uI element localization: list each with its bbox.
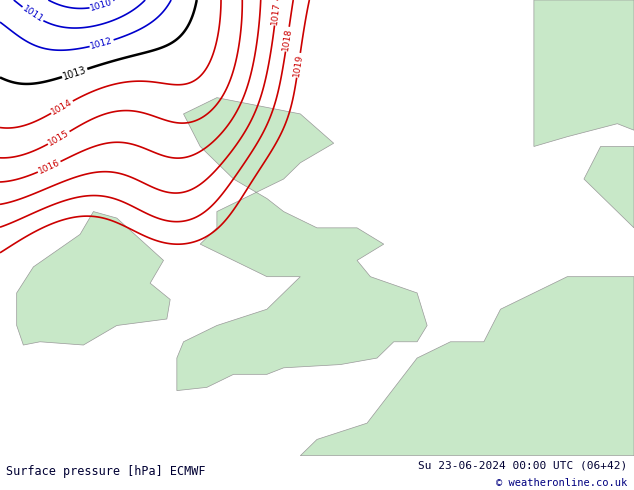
- Text: 1011: 1011: [20, 4, 44, 24]
- Text: Su 23-06-2024 00:00 UTC (06+42): Su 23-06-2024 00:00 UTC (06+42): [418, 460, 628, 470]
- Text: 1012: 1012: [89, 36, 114, 51]
- Polygon shape: [16, 212, 170, 345]
- Polygon shape: [534, 0, 634, 147]
- Polygon shape: [301, 277, 634, 456]
- Text: 1015: 1015: [46, 128, 71, 147]
- Polygon shape: [177, 98, 427, 391]
- Text: 1017: 1017: [270, 1, 281, 25]
- Text: © weatheronline.co.uk: © weatheronline.co.uk: [496, 478, 628, 488]
- Text: 1016: 1016: [37, 158, 61, 176]
- Text: 1010: 1010: [89, 0, 114, 13]
- Text: 1019: 1019: [292, 53, 305, 77]
- Text: 1018: 1018: [281, 27, 294, 51]
- Text: 1013: 1013: [61, 65, 88, 81]
- Polygon shape: [584, 147, 634, 228]
- Text: Surface pressure [hPa] ECMWF: Surface pressure [hPa] ECMWF: [6, 465, 206, 478]
- Text: 1014: 1014: [50, 98, 74, 117]
